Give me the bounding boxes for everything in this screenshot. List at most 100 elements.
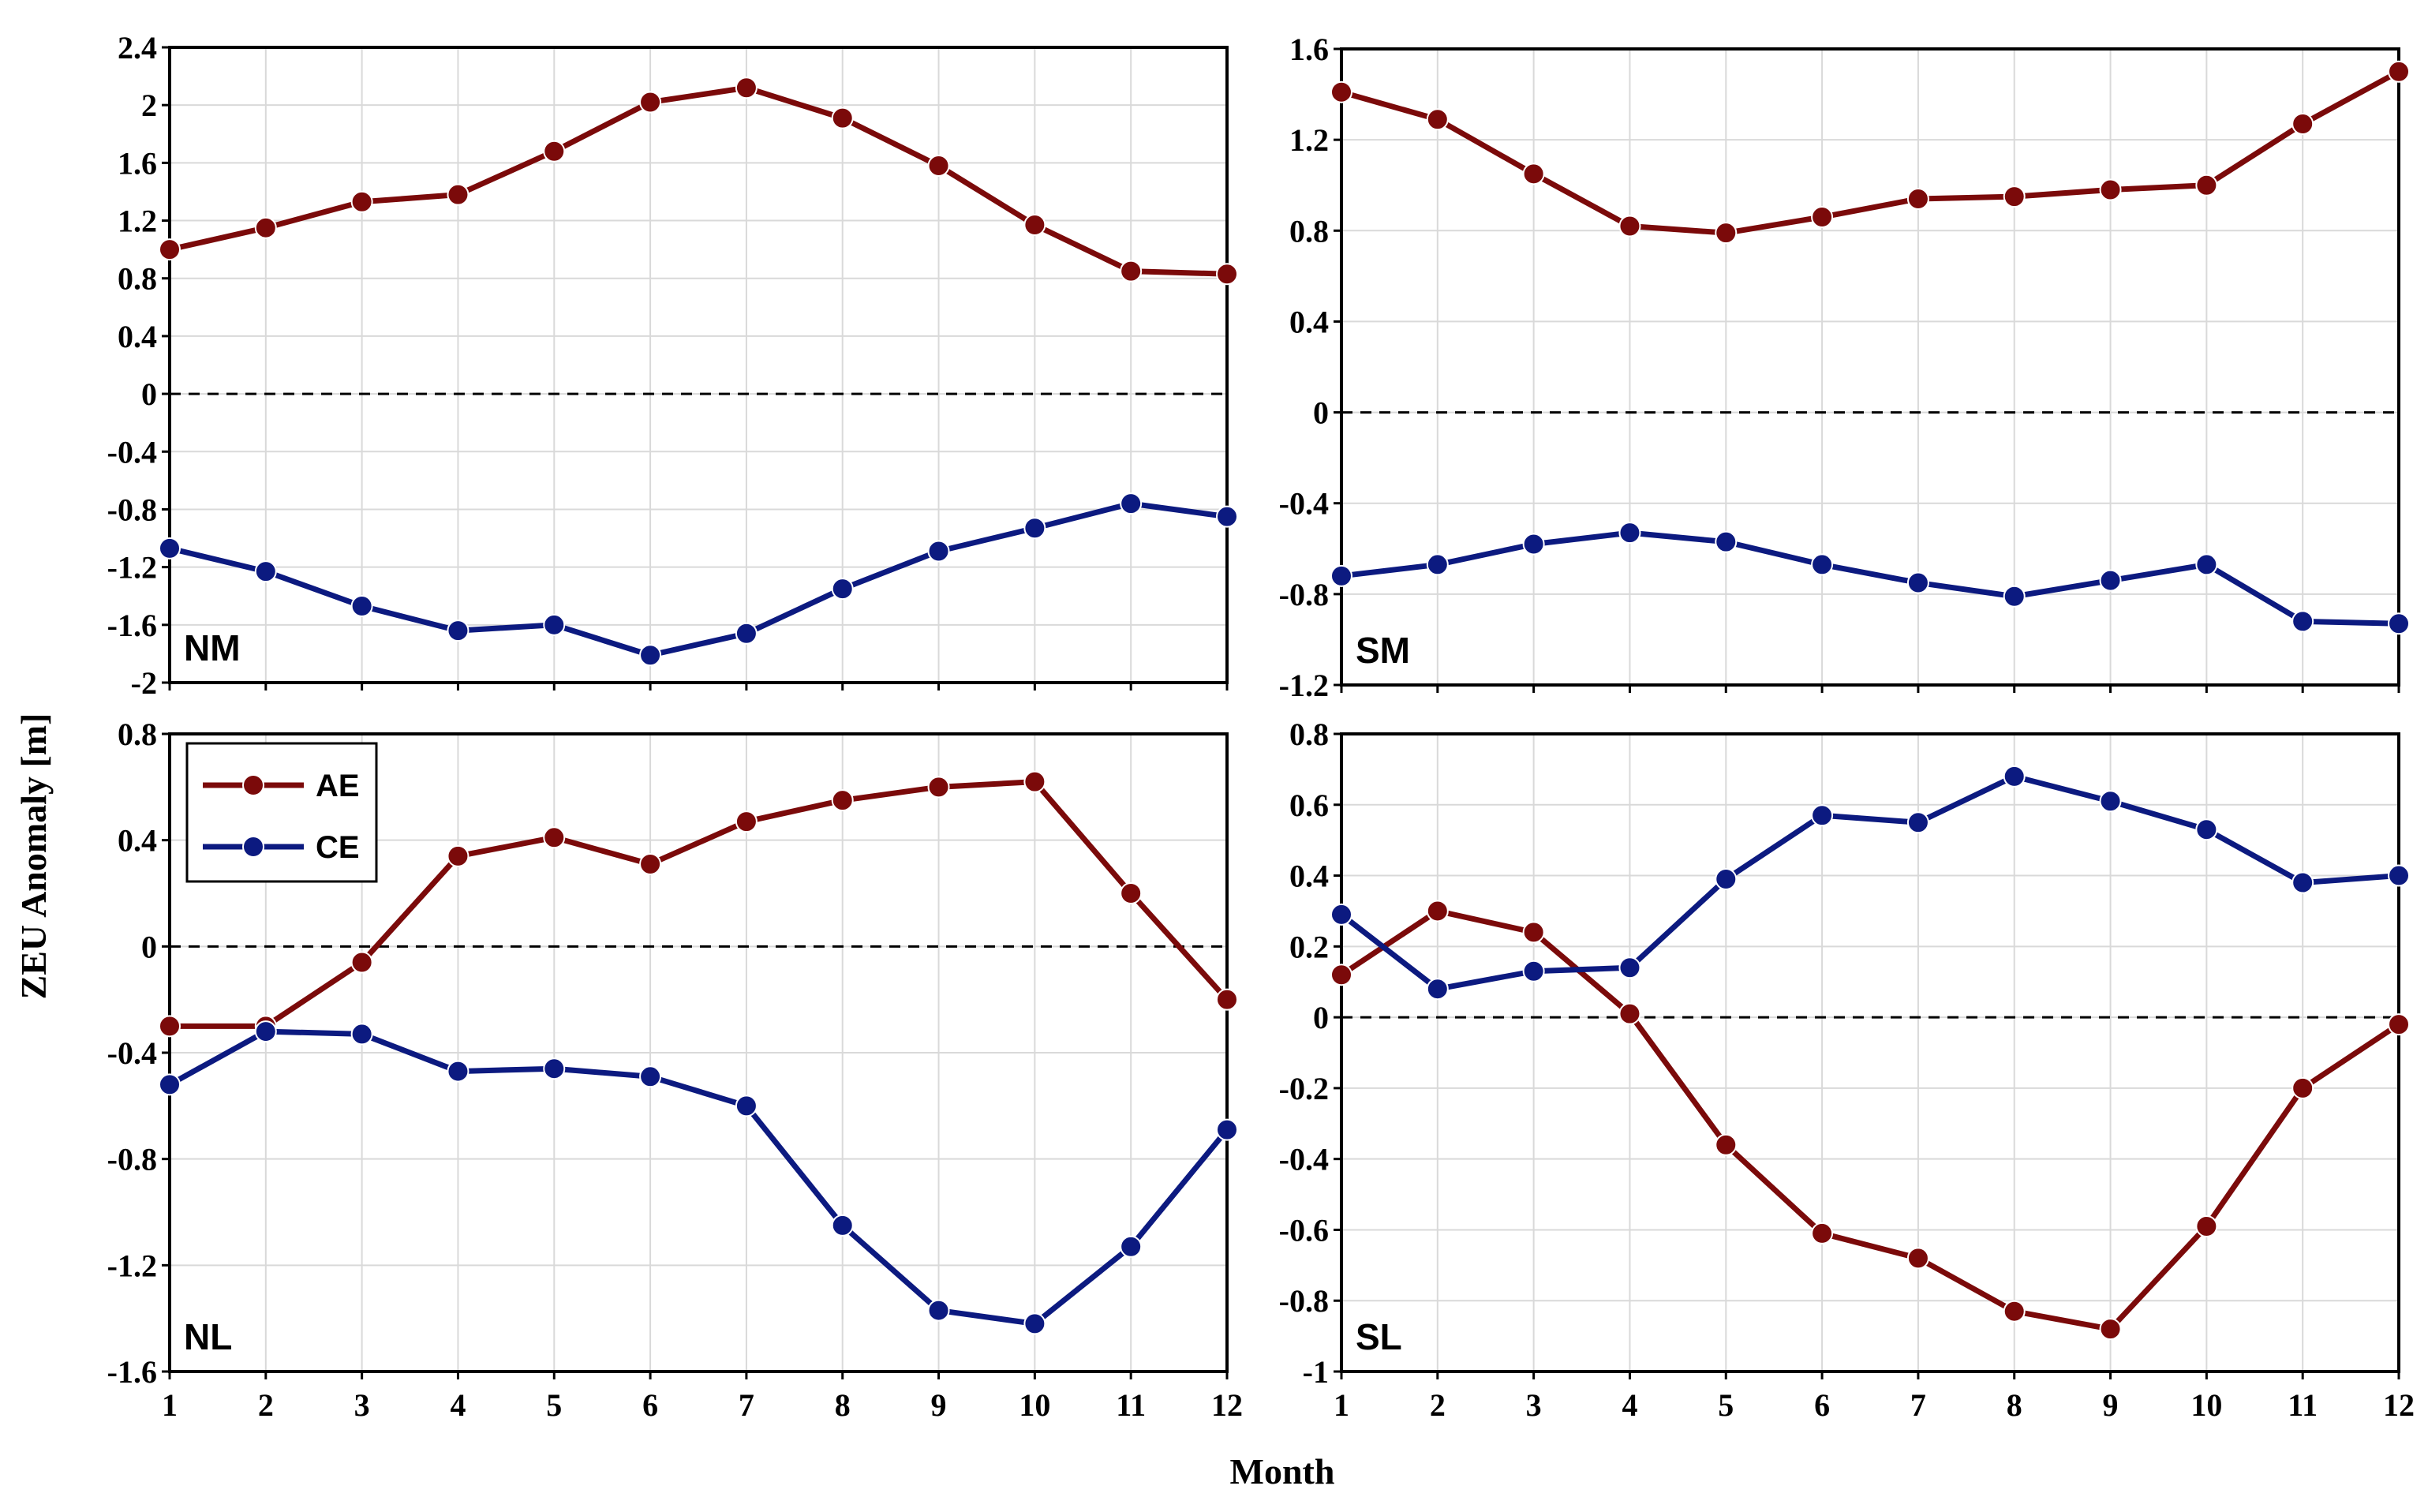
data-point-ce bbox=[1522, 533, 1545, 556]
x-tick-label: 4 bbox=[450, 1387, 466, 1423]
data-point-ae bbox=[1426, 900, 1449, 923]
y-tick-label: -0.8 bbox=[107, 1142, 157, 1177]
data-point-ce bbox=[1715, 530, 1738, 553]
y-tick-label: -0.8 bbox=[1279, 1283, 1329, 1319]
data-point-ae bbox=[1618, 215, 1641, 238]
data-point-ae bbox=[1715, 1133, 1738, 1156]
x-tick-label: 3 bbox=[354, 1387, 370, 1423]
y-tick-label: 1.2 bbox=[118, 204, 157, 239]
data-point-ce bbox=[254, 560, 277, 583]
legend-label-ae: AE bbox=[316, 769, 360, 803]
series-line-ce bbox=[1341, 530, 2400, 627]
data-point-ae bbox=[1522, 921, 1545, 944]
data-point-ce bbox=[2099, 790, 2122, 813]
y-axis-title: ZEU Anomaly [m] bbox=[13, 713, 54, 1000]
x-tick-label: 6 bbox=[642, 1387, 658, 1423]
data-point-ce bbox=[2003, 765, 2026, 788]
y-tick-label: -0.8 bbox=[1279, 577, 1329, 612]
series-line-ce bbox=[168, 1028, 1229, 1327]
data-point-ae bbox=[254, 216, 277, 239]
data-point-ce bbox=[2388, 864, 2410, 887]
x-axis-title: Month bbox=[1230, 1451, 1335, 1491]
data-point-ce bbox=[1715, 868, 1738, 891]
data-point-ae bbox=[927, 155, 950, 178]
data-point-ce bbox=[1023, 1312, 1046, 1335]
y-tick-label: 2 bbox=[141, 88, 157, 123]
x-tick-label: 3 bbox=[1526, 1387, 1542, 1423]
data-point-ae bbox=[927, 776, 950, 799]
data-point-ae bbox=[1216, 988, 1238, 1011]
x-tick-label: 1 bbox=[1334, 1387, 1349, 1423]
data-point-ce bbox=[735, 1095, 758, 1117]
series-line-ce bbox=[169, 500, 1228, 658]
x-tick-label: 5 bbox=[546, 1387, 562, 1423]
y-tick-label: -0.4 bbox=[1279, 1142, 1329, 1177]
data-point-ae bbox=[447, 844, 470, 867]
series-line-ae bbox=[169, 84, 1228, 277]
x-tick-label: 8 bbox=[2007, 1387, 2022, 1423]
x-tick-label: 2 bbox=[1430, 1387, 1446, 1423]
x-tick-label: 1 bbox=[162, 1387, 178, 1423]
data-point-ce bbox=[2291, 871, 2314, 894]
data-point-ce bbox=[735, 622, 758, 645]
plot-frame bbox=[1340, 732, 2400, 1373]
y-tick-label: 0 bbox=[141, 929, 157, 964]
y-tick-label: -1.2 bbox=[1279, 668, 1329, 703]
data-point-ce bbox=[1216, 1118, 1238, 1141]
y-tick-label: 0.4 bbox=[118, 823, 157, 859]
x-tick-label: 8 bbox=[835, 1387, 851, 1423]
data-point-ae bbox=[639, 852, 662, 875]
data-point-ae bbox=[1023, 214, 1046, 237]
data-point-ce bbox=[1811, 804, 1834, 827]
y-tick-label: -0.6 bbox=[1279, 1212, 1329, 1248]
data-point-ce bbox=[927, 540, 950, 563]
y-tick-label: 0.8 bbox=[1289, 717, 1329, 752]
x-tick-label: 10 bbox=[1019, 1387, 1050, 1423]
data-point-ae bbox=[2003, 1300, 2026, 1323]
data-point-ae bbox=[639, 91, 662, 114]
data-point-ce bbox=[350, 595, 373, 618]
x-tick-label: 9 bbox=[2103, 1387, 2119, 1423]
data-point-ae bbox=[159, 1015, 181, 1038]
data-point-ae bbox=[1023, 770, 1046, 793]
data-point-ce bbox=[1906, 571, 1929, 594]
data-point-ae bbox=[2291, 1076, 2314, 1099]
y-tick-label: 0.4 bbox=[1289, 304, 1329, 339]
data-point-ae bbox=[1906, 1247, 1929, 1270]
data-point-ce bbox=[1330, 564, 1352, 587]
y-tick-label: 0.8 bbox=[118, 261, 157, 297]
y-tick-label: -0.8 bbox=[107, 492, 157, 527]
y-tick-label: -0.2 bbox=[1279, 1071, 1329, 1106]
y-tick-label: 0 bbox=[1313, 395, 1329, 431]
x-tick-label: 7 bbox=[739, 1387, 754, 1423]
data-point-ce bbox=[1618, 956, 1641, 979]
data-point-ae bbox=[543, 826, 566, 849]
y-tick-label: -2 bbox=[131, 665, 157, 701]
data-point-ce bbox=[1522, 960, 1545, 982]
x-tick-label: 12 bbox=[1211, 1387, 1243, 1423]
data-point-ae bbox=[1330, 964, 1352, 986]
panel-nm: -2 -1.6 -1.2 -0.8 -0.4 0 0.4 0.8 1.2 1.6 2 2.4 NM bbox=[107, 30, 1238, 701]
x-tick-label: 5 bbox=[1718, 1387, 1734, 1423]
data-point-ce bbox=[543, 613, 566, 636]
panel-label: SL bbox=[1356, 1316, 1402, 1357]
data-point-ae bbox=[1216, 263, 1238, 286]
data-point-ce bbox=[1216, 505, 1238, 528]
y-tick-label: -1.2 bbox=[107, 1248, 157, 1283]
x-tick-label: 7 bbox=[1910, 1387, 1926, 1423]
y-tick-label: 0.2 bbox=[1289, 929, 1329, 964]
data-point-ce bbox=[254, 1020, 277, 1043]
data-point-ae bbox=[2003, 185, 2026, 208]
x-tick-label: 2 bbox=[258, 1387, 274, 1423]
legend-label-ce: CE bbox=[316, 830, 360, 865]
data-point-ce bbox=[447, 1060, 470, 1083]
data-point-ae bbox=[1120, 882, 1143, 904]
y-tick-label: 1.2 bbox=[1289, 122, 1329, 158]
panel-sl: -1-0.8-0.6-0.4-0.200.20.40.60.81 2 3 4 5 6 7 8 9… bbox=[1279, 717, 2415, 1423]
panel-label: SM bbox=[1356, 630, 1410, 671]
series-line-ae bbox=[170, 779, 1229, 1029]
x-tick-label: 12 bbox=[2383, 1387, 2415, 1423]
y-tick-label: 0.4 bbox=[118, 319, 157, 354]
x-tick-label: 9 bbox=[931, 1387, 947, 1423]
